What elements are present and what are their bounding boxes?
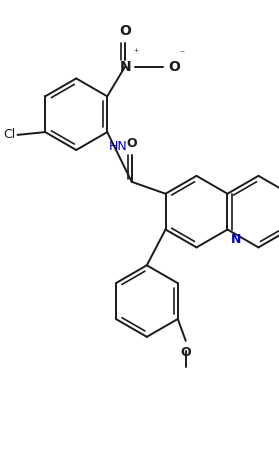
Text: N: N xyxy=(230,233,241,246)
Text: O: O xyxy=(119,24,131,38)
Text: Cl: Cl xyxy=(3,128,16,141)
Text: O: O xyxy=(168,60,180,74)
Text: ⁺: ⁺ xyxy=(133,48,138,57)
Text: HN: HN xyxy=(109,140,128,153)
Text: O: O xyxy=(126,137,137,150)
Text: O: O xyxy=(181,346,191,359)
Text: ⁻: ⁻ xyxy=(180,50,185,60)
Text: N: N xyxy=(119,60,131,74)
